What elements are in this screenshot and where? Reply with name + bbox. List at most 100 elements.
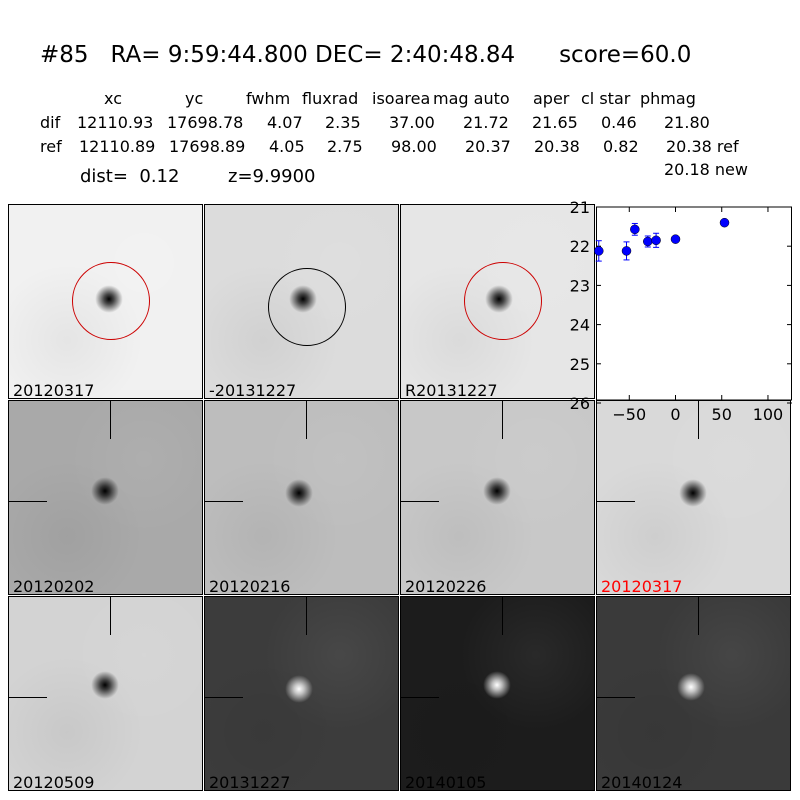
candidate-title: #85 RA= 9:59:44.800 DEC= 2:40:48.84 scor… xyxy=(40,42,691,68)
y-tick-label: 22 xyxy=(570,237,590,256)
data-point xyxy=(594,246,604,256)
stamp-date-label: R20131227 xyxy=(405,381,498,399)
crosshair-horizontal xyxy=(401,697,439,698)
plot-area xyxy=(596,206,792,401)
column-header: mag auto xyxy=(433,89,510,108)
source-star xyxy=(677,673,705,701)
source-star xyxy=(91,477,119,505)
data-point xyxy=(651,235,661,246)
crosshair-vertical xyxy=(110,597,111,635)
crosshair-horizontal xyxy=(597,697,635,698)
candidate-id: #85 xyxy=(40,42,89,68)
image-stamp: 20120509 xyxy=(8,596,203,791)
image-stamp: -20131227 xyxy=(204,204,399,399)
stamp-date-label: 20120509 xyxy=(13,773,95,791)
source-star xyxy=(91,671,119,699)
ref-cell: 20.37 xyxy=(465,137,511,156)
crosshair-vertical xyxy=(306,401,307,439)
image-stamp: 20120202 xyxy=(8,400,203,595)
ra: RA= 9:59:44.800 xyxy=(110,42,308,68)
data-point xyxy=(630,224,640,235)
dif-cell: 21.72 xyxy=(463,113,509,132)
x-tick-label: 100 xyxy=(753,405,784,424)
stamp-date-label: 20131227 xyxy=(209,773,291,791)
crosshair-vertical xyxy=(502,401,503,439)
ref-cell: 98.00 xyxy=(391,137,437,156)
crosshair-horizontal xyxy=(205,697,243,698)
column-header: yc xyxy=(185,89,204,108)
image-stamp: 20120317 xyxy=(596,400,791,595)
dist: dist= 0.12 xyxy=(80,166,180,187)
crosshair-vertical xyxy=(110,401,111,439)
stamp-date-label: 20120202 xyxy=(13,577,95,595)
stamp-date-label: 20120317 xyxy=(601,577,683,595)
stamp-date-label: 20120317 xyxy=(13,381,95,399)
crosshair-vertical xyxy=(502,597,503,635)
column-header: isoarea xyxy=(372,89,431,108)
dif-cell: 17698.78 xyxy=(167,113,244,132)
aperture-circle xyxy=(72,262,150,340)
column-header: fwhm xyxy=(246,89,291,108)
data-point xyxy=(719,217,730,228)
ref-cell: 20.38 xyxy=(534,137,580,156)
ref-cell: 2.75 xyxy=(327,137,363,156)
y-tick-label: 23 xyxy=(570,276,590,295)
source-star xyxy=(285,479,313,507)
image-stamp: 20131227 xyxy=(204,596,399,791)
ref-cell: 4.05 xyxy=(269,137,305,156)
column-header: xc xyxy=(104,89,122,108)
ref-cell: 17698.89 xyxy=(169,137,246,156)
image-stamp: 20140124 xyxy=(596,596,791,791)
column-header: aper xyxy=(533,89,570,108)
data-point xyxy=(670,234,681,244)
image-stamp: 20120317 xyxy=(8,204,203,399)
ref-cell: 20.38 ref xyxy=(666,137,739,156)
x-tick-label: 50 xyxy=(712,405,732,424)
image-stamp: R20131227 xyxy=(400,204,595,399)
y-tick-label: 21 xyxy=(570,198,590,217)
light-curve-plot: 21 22 23 24 25 26 −50 0 50 100 xyxy=(570,198,792,424)
dif-cell: 21.80 xyxy=(664,113,710,132)
y-tick-label: 25 xyxy=(570,355,590,374)
image-stamp: 20120216 xyxy=(204,400,399,595)
dif-cell: 2.35 xyxy=(325,113,361,132)
ref-cell: 0.82 xyxy=(603,137,639,156)
source-star xyxy=(285,675,313,703)
ref-row-label: ref xyxy=(40,137,62,156)
crosshair-vertical xyxy=(698,401,699,439)
y-tick-label: 24 xyxy=(570,316,590,335)
stamp-date-label: 20140124 xyxy=(601,773,683,791)
image-stamp: 20140105 xyxy=(400,596,595,791)
crosshair-horizontal xyxy=(205,501,243,502)
stamp-date-label: 20120216 xyxy=(209,577,291,595)
dif-cell: 37.00 xyxy=(389,113,435,132)
dif-cell: 12110.93 xyxy=(77,113,154,132)
crosshair-horizontal xyxy=(401,501,439,502)
column-header: cl star xyxy=(581,89,631,108)
column-header: phmag xyxy=(640,89,696,108)
x-tick-label: 0 xyxy=(670,405,680,424)
score: score=60.0 xyxy=(559,42,692,68)
dif-cell: 4.07 xyxy=(267,113,303,132)
z-value: z=9.9900 xyxy=(228,166,316,187)
source-star xyxy=(679,479,707,507)
stamp-date-label: 20120226 xyxy=(405,577,487,595)
crosshair-horizontal xyxy=(9,501,47,502)
new-mag: 20.18 new xyxy=(664,160,748,179)
column-header: fluxrad xyxy=(302,89,359,108)
data-point xyxy=(643,236,653,247)
source-star xyxy=(483,671,511,699)
crosshair-vertical xyxy=(306,597,307,635)
stamp-date-label: 20140105 xyxy=(405,773,487,791)
image-stamp: 20120226 xyxy=(400,400,595,595)
stamp-date-label: -20131227 xyxy=(209,381,297,399)
source-star xyxy=(483,477,511,505)
crosshair-horizontal xyxy=(597,501,635,502)
dif-cell: 21.65 xyxy=(532,113,578,132)
x-tick-label: −50 xyxy=(612,405,646,424)
dif-row-label: dif xyxy=(40,113,61,132)
ref-cell: 12110.89 xyxy=(79,137,156,156)
crosshair-horizontal xyxy=(9,697,47,698)
data-point xyxy=(621,246,632,256)
